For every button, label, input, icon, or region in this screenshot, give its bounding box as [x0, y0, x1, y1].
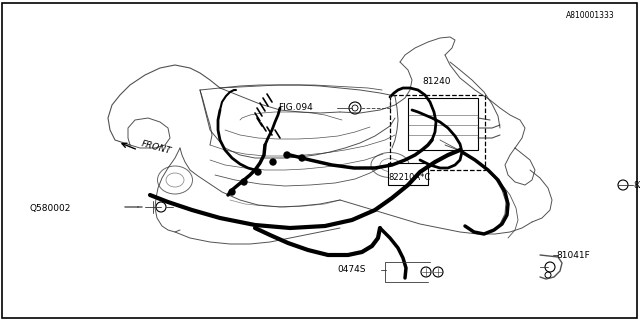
Circle shape — [241, 179, 247, 185]
Circle shape — [255, 169, 261, 175]
Bar — [388, 163, 428, 185]
Text: 82210A*C: 82210A*C — [388, 173, 430, 182]
Text: 0474S: 0474S — [337, 266, 365, 275]
Text: Q580002: Q580002 — [30, 204, 72, 212]
Text: 82210A*B: 82210A*B — [633, 180, 640, 189]
Bar — [408, 98, 478, 150]
Circle shape — [229, 189, 235, 195]
Circle shape — [299, 155, 305, 161]
Text: A810001333: A810001333 — [566, 11, 614, 20]
Bar — [390, 95, 485, 170]
Text: 81240: 81240 — [423, 77, 451, 86]
Circle shape — [270, 159, 276, 165]
Text: 81041F: 81041F — [556, 251, 589, 260]
Text: FIG.094: FIG.094 — [278, 103, 313, 113]
Text: FRONT: FRONT — [140, 140, 172, 156]
Circle shape — [284, 152, 290, 158]
